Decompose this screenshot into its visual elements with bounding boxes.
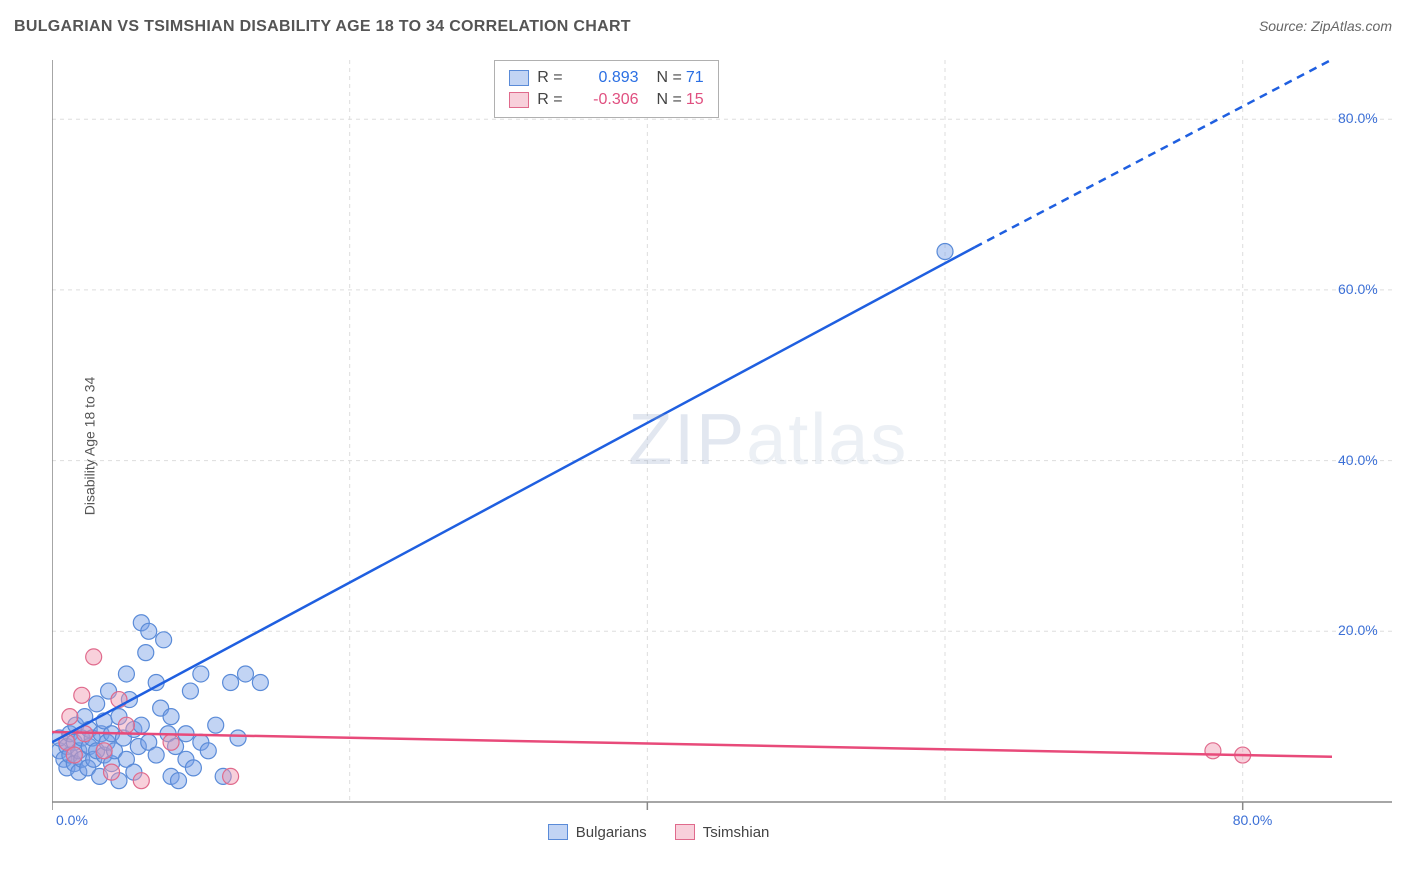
- legend-swatch-icon: [509, 92, 529, 108]
- scatter-chart: [52, 60, 1392, 830]
- r-label: R =: [537, 69, 562, 87]
- n-value: 15: [686, 91, 704, 109]
- legend-swatch-icon: [509, 70, 529, 86]
- chart-source: Source: ZipAtlas.com: [1259, 18, 1392, 34]
- legend-row: R = 0.893 N =71: [509, 67, 703, 89]
- legend-swatch-icon: [548, 824, 568, 840]
- legend-row: R = -0.306 N =15: [509, 89, 703, 111]
- n-label: N =: [657, 91, 682, 109]
- r-value: 0.893: [567, 69, 639, 87]
- series-legend-item: Bulgarians: [548, 824, 647, 841]
- x-tick-label: 80.0%: [1233, 812, 1273, 828]
- legend-swatch-icon: [675, 824, 695, 840]
- series-label: Bulgarians: [576, 824, 647, 841]
- x-tick-label: 0.0%: [56, 812, 88, 828]
- y-tick-label: 40.0%: [1338, 452, 1378, 468]
- n-value: 71: [686, 69, 704, 87]
- n-label: N =: [657, 69, 682, 87]
- y-tick-label: 20.0%: [1338, 622, 1378, 638]
- plot-area: ZIPatlas R =0.893N =71R =-0.306N =15 Bul…: [52, 60, 1392, 830]
- series-label: Tsimshian: [703, 824, 770, 841]
- y-tick-label: 60.0%: [1338, 281, 1378, 297]
- series-legend: Bulgarians Tsimshian: [548, 824, 770, 841]
- r-label: R =: [537, 91, 562, 109]
- r-value: -0.306: [567, 91, 639, 109]
- chart-title: BULGARIAN VS TSIMSHIAN DISABILITY AGE 18…: [14, 18, 631, 36]
- y-tick-label: 80.0%: [1338, 110, 1378, 126]
- correlation-legend: R = 0.893 N =71 R = -0.306 N =15: [494, 60, 718, 118]
- series-legend-item: Tsimshian: [675, 824, 770, 841]
